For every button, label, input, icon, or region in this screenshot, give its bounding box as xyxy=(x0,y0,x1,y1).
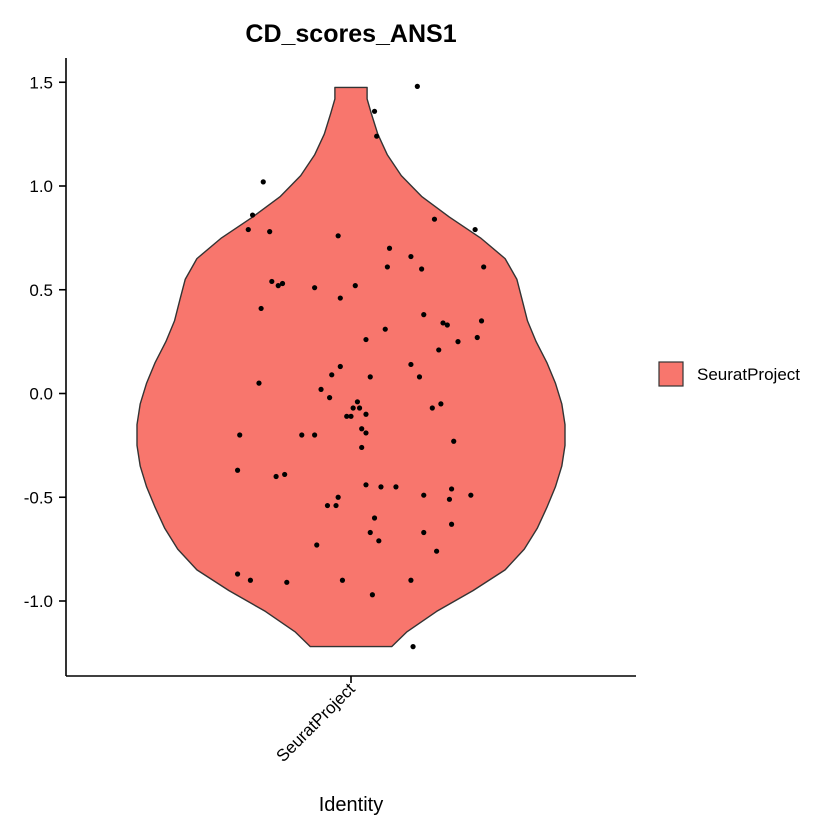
x-axis-title: Identity xyxy=(319,794,383,816)
y-tick-label: -0.5 xyxy=(24,488,53,507)
data-point xyxy=(369,592,375,598)
data-point xyxy=(448,486,455,492)
data-point xyxy=(451,438,457,444)
data-point xyxy=(339,577,346,583)
data-point xyxy=(410,644,416,650)
data-point xyxy=(337,295,343,301)
data-point xyxy=(416,374,423,380)
data-point xyxy=(386,245,393,251)
data-point xyxy=(324,502,331,509)
data-point xyxy=(421,492,427,498)
data-point xyxy=(446,496,453,502)
data-point xyxy=(273,473,279,480)
data-point xyxy=(247,577,254,583)
data-point xyxy=(314,542,320,548)
data-point xyxy=(354,399,361,405)
data-point xyxy=(367,529,373,536)
data-point xyxy=(414,83,420,89)
data-point xyxy=(269,278,275,285)
y-tick-label: 1.5 xyxy=(29,73,53,92)
data-point xyxy=(363,336,369,343)
y-tick-label: -1.0 xyxy=(24,592,53,611)
legend-key xyxy=(658,361,684,387)
data-point xyxy=(256,380,262,386)
data-point xyxy=(421,529,427,536)
data-point xyxy=(267,229,273,235)
data-point xyxy=(279,280,286,287)
data-point xyxy=(478,318,485,324)
chart-title: CD_scores_ANS1 xyxy=(245,20,456,48)
data-point xyxy=(258,305,264,312)
data-point xyxy=(333,502,339,509)
data-point xyxy=(376,538,382,544)
data-point xyxy=(352,283,358,289)
data-point xyxy=(436,347,442,353)
data-point xyxy=(371,108,378,114)
data-point xyxy=(419,266,425,272)
data-point xyxy=(363,411,369,417)
data-point xyxy=(374,133,380,139)
data-point xyxy=(359,444,365,451)
data-point xyxy=(472,226,478,233)
data-point xyxy=(312,432,318,438)
data-point xyxy=(344,413,350,419)
y-axis-ticks: -1.0 -0.5 0.0 0.5 1.0 1.5 xyxy=(24,73,66,611)
data-point xyxy=(468,492,474,498)
data-point xyxy=(359,426,365,432)
data-point xyxy=(444,322,450,328)
data-point xyxy=(448,521,455,527)
x-tick-label: SeuratProject xyxy=(273,679,359,765)
violin-body xyxy=(136,86,566,648)
data-point xyxy=(318,386,324,392)
data-point xyxy=(245,226,251,233)
legend-label: SeuratProject xyxy=(697,365,800,384)
y-tick-label: 0.5 xyxy=(29,281,53,300)
data-point xyxy=(367,374,373,380)
data-point xyxy=(363,482,369,488)
data-point xyxy=(350,405,356,411)
data-point xyxy=(312,285,318,291)
data-point xyxy=(348,413,354,419)
data-point xyxy=(408,577,414,583)
data-point xyxy=(384,264,390,270)
data-point xyxy=(260,179,266,185)
data-point xyxy=(438,401,444,407)
data-point xyxy=(408,361,414,368)
data-point xyxy=(434,548,440,554)
data-point xyxy=(234,571,241,577)
data-point xyxy=(275,283,281,289)
data-point xyxy=(474,334,480,341)
y-tick-label: 0.0 xyxy=(29,385,53,404)
data-point xyxy=(337,363,343,370)
legend: SeuratProject xyxy=(658,361,800,387)
data-point xyxy=(335,494,341,500)
data-point xyxy=(455,339,461,345)
data-point xyxy=(421,312,427,318)
data-point xyxy=(327,395,333,401)
data-point xyxy=(429,405,435,411)
data-point xyxy=(282,471,288,478)
data-point xyxy=(481,264,487,270)
data-point xyxy=(284,579,290,585)
data-point xyxy=(382,326,388,332)
data-point xyxy=(237,432,243,438)
data-point xyxy=(356,405,363,411)
data-point xyxy=(440,320,446,326)
data-points xyxy=(234,83,487,650)
data-point xyxy=(363,430,369,436)
data-point xyxy=(378,484,384,490)
data-point xyxy=(431,216,438,222)
y-tick-label: 1.0 xyxy=(29,177,53,196)
data-point xyxy=(371,515,378,521)
data-point xyxy=(299,432,305,438)
data-point xyxy=(393,484,399,490)
data-point xyxy=(335,233,341,239)
data-point xyxy=(329,372,335,378)
data-point xyxy=(408,253,414,260)
data-point xyxy=(249,212,256,218)
plot-area xyxy=(136,83,566,650)
data-point xyxy=(234,467,241,473)
